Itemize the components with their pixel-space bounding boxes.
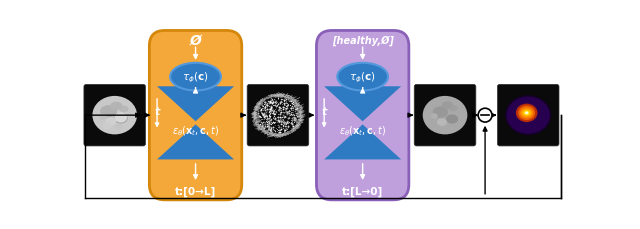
- FancyBboxPatch shape: [247, 85, 308, 146]
- Text: t:[L→0]: t:[L→0]: [342, 186, 383, 196]
- Ellipse shape: [449, 106, 458, 112]
- Ellipse shape: [99, 114, 107, 120]
- Text: t:[0→L]: t:[0→L]: [175, 186, 216, 196]
- Text: t: t: [154, 107, 160, 117]
- Ellipse shape: [518, 106, 535, 121]
- Text: t: t: [321, 107, 327, 117]
- Ellipse shape: [106, 117, 116, 126]
- Ellipse shape: [102, 123, 111, 130]
- Polygon shape: [324, 125, 401, 160]
- Ellipse shape: [446, 115, 458, 124]
- Ellipse shape: [520, 108, 533, 119]
- Ellipse shape: [437, 119, 447, 126]
- Ellipse shape: [110, 102, 122, 111]
- Text: [healthy,Ø]: [healthy,Ø]: [332, 35, 394, 46]
- Polygon shape: [324, 87, 401, 122]
- FancyBboxPatch shape: [414, 85, 476, 146]
- Circle shape: [478, 109, 492, 123]
- Ellipse shape: [100, 106, 117, 118]
- Text: $\tau_\phi(\mathbf{c})$: $\tau_\phi(\mathbf{c})$: [349, 70, 376, 85]
- Polygon shape: [157, 125, 234, 160]
- FancyBboxPatch shape: [149, 31, 242, 200]
- Ellipse shape: [525, 112, 528, 114]
- Polygon shape: [157, 87, 234, 122]
- Ellipse shape: [523, 111, 530, 116]
- Text: $\epsilon_\theta(\mathbf{x}_t, \mathbf{c}, t)$: $\epsilon_\theta(\mathbf{x}_t, \mathbf{c…: [339, 124, 387, 138]
- Ellipse shape: [516, 104, 538, 123]
- Text: $\tau_\phi(\mathbf{c})$: $\tau_\phi(\mathbf{c})$: [182, 70, 209, 85]
- Ellipse shape: [524, 112, 529, 115]
- FancyBboxPatch shape: [497, 85, 559, 146]
- FancyBboxPatch shape: [84, 85, 145, 146]
- Text: $\epsilon_\theta(\mathbf{x}_t, \mathbf{c}, t)$: $\epsilon_\theta(\mathbf{x}_t, \mathbf{c…: [172, 124, 220, 138]
- FancyBboxPatch shape: [316, 31, 409, 200]
- Ellipse shape: [115, 124, 122, 130]
- Ellipse shape: [442, 102, 453, 109]
- Ellipse shape: [115, 113, 127, 123]
- Ellipse shape: [92, 96, 137, 135]
- Text: Ø: Ø: [189, 33, 202, 47]
- Ellipse shape: [522, 109, 532, 117]
- Ellipse shape: [170, 63, 221, 91]
- Ellipse shape: [433, 107, 448, 118]
- Ellipse shape: [431, 114, 438, 119]
- Ellipse shape: [507, 97, 550, 134]
- Ellipse shape: [505, 96, 551, 136]
- Ellipse shape: [119, 106, 129, 113]
- Ellipse shape: [422, 96, 467, 135]
- Ellipse shape: [114, 113, 128, 124]
- Ellipse shape: [337, 63, 388, 91]
